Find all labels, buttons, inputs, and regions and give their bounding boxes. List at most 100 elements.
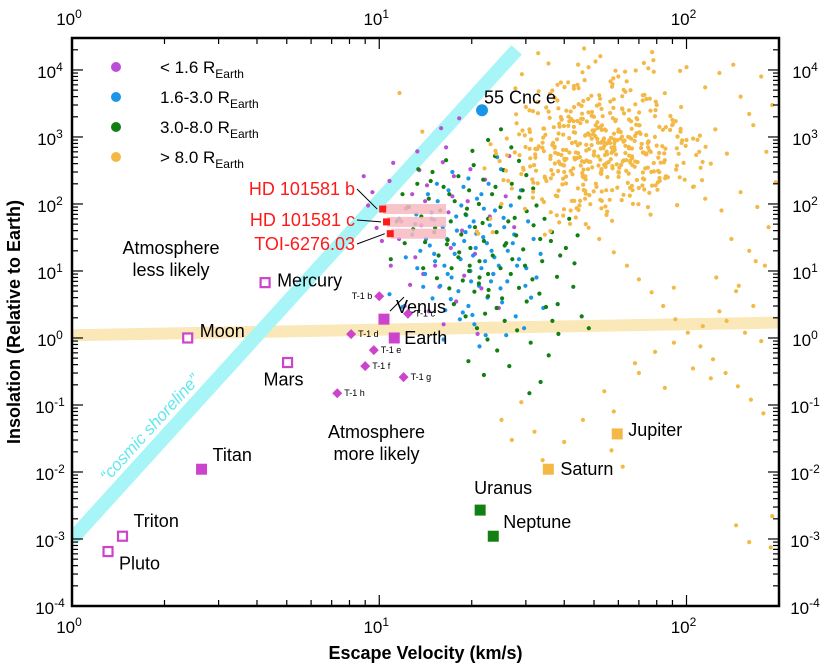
data-point bbox=[621, 192, 626, 197]
data-point bbox=[441, 337, 446, 342]
data-point bbox=[513, 86, 518, 91]
x-tick-label: 100 bbox=[56, 615, 82, 637]
data-point bbox=[611, 409, 616, 414]
data-point bbox=[461, 184, 466, 189]
data-point bbox=[590, 128, 595, 133]
data-point bbox=[633, 159, 638, 164]
trappist-planets: T-1 b T-1 c T-1 dT-1 e T-1 f T-1 g T-1 h bbox=[332, 291, 435, 399]
data-point bbox=[583, 222, 588, 227]
data-point bbox=[576, 207, 581, 213]
data-point bbox=[611, 250, 616, 255]
data-point bbox=[676, 151, 681, 156]
data-point bbox=[586, 225, 591, 230]
data-point bbox=[714, 275, 719, 280]
data-point bbox=[751, 123, 756, 128]
data-point bbox=[644, 151, 649, 156]
data-point bbox=[544, 105, 549, 110]
data-point bbox=[561, 132, 566, 137]
data-point bbox=[509, 181, 514, 186]
data-point bbox=[537, 291, 542, 296]
data-point bbox=[575, 118, 580, 124]
data-point bbox=[462, 238, 467, 244]
data-point bbox=[601, 139, 606, 144]
data-point bbox=[548, 153, 553, 158]
y-tick-label: 100 bbox=[37, 328, 63, 350]
data-point bbox=[613, 117, 618, 122]
data-point bbox=[493, 148, 498, 153]
data-point bbox=[519, 171, 524, 177]
jupiter-marker bbox=[611, 428, 623, 440]
data-point bbox=[549, 168, 554, 173]
neptune-marker bbox=[487, 530, 499, 542]
data-point bbox=[499, 201, 504, 207]
data-point bbox=[471, 219, 476, 224]
data-point bbox=[620, 159, 625, 164]
data-point bbox=[464, 206, 470, 211]
data-point bbox=[668, 127, 673, 133]
y-tick-label-right: 101 bbox=[792, 261, 818, 283]
data-point bbox=[547, 115, 552, 120]
data-point bbox=[474, 326, 480, 331]
data-point bbox=[470, 312, 475, 318]
data-point bbox=[613, 68, 618, 73]
data-point bbox=[647, 96, 652, 101]
data-point bbox=[624, 79, 629, 84]
data-point bbox=[504, 241, 509, 246]
data-point bbox=[423, 271, 428, 277]
data-point bbox=[486, 287, 491, 293]
data-point bbox=[619, 162, 624, 167]
data-point bbox=[370, 190, 375, 195]
data-point bbox=[624, 158, 629, 163]
data-point bbox=[554, 137, 560, 142]
data-point bbox=[490, 230, 495, 235]
data-point bbox=[488, 279, 494, 284]
data-point bbox=[548, 238, 554, 244]
data-point bbox=[612, 137, 617, 142]
data-point bbox=[675, 203, 680, 208]
data-point bbox=[619, 198, 624, 203]
data-point bbox=[467, 263, 472, 268]
data-point bbox=[695, 137, 700, 142]
data-point bbox=[521, 247, 526, 252]
data-point bbox=[489, 248, 494, 253]
data-point bbox=[671, 285, 676, 290]
data-point bbox=[473, 245, 478, 251]
named-planet-label: 55 Cnc e bbox=[484, 87, 556, 107]
data-point bbox=[530, 277, 535, 282]
data-point bbox=[486, 181, 491, 186]
data-point bbox=[491, 271, 496, 277]
data-point bbox=[596, 154, 601, 159]
highlight-label: TOI-6276.03 bbox=[254, 234, 355, 254]
data-point bbox=[630, 201, 636, 206]
data-point bbox=[501, 178, 506, 183]
data-point bbox=[450, 194, 455, 199]
data-point bbox=[560, 147, 566, 152]
data-point bbox=[602, 162, 607, 167]
data-point bbox=[571, 166, 576, 171]
data-point bbox=[515, 263, 520, 268]
data-point bbox=[540, 458, 545, 463]
data-point bbox=[462, 273, 467, 278]
data-point bbox=[642, 92, 647, 97]
data-point bbox=[463, 212, 468, 217]
data-point bbox=[452, 251, 457, 256]
data-point bbox=[560, 182, 565, 187]
data-point bbox=[388, 263, 393, 268]
data-point bbox=[408, 282, 413, 287]
data-point bbox=[623, 150, 628, 156]
data-point bbox=[562, 158, 567, 163]
data-point bbox=[509, 145, 514, 150]
data-point bbox=[603, 128, 609, 133]
data-point bbox=[738, 94, 743, 99]
data-point bbox=[580, 417, 586, 422]
data-point bbox=[608, 99, 613, 104]
legend-marker bbox=[111, 122, 121, 132]
data-point bbox=[576, 151, 581, 156]
data-point bbox=[717, 70, 722, 76]
data-point bbox=[656, 155, 661, 160]
data-point bbox=[524, 299, 529, 304]
earth-label: Earth bbox=[404, 328, 447, 348]
data-point bbox=[454, 228, 459, 233]
data-point bbox=[731, 62, 736, 67]
data-point bbox=[459, 203, 464, 208]
